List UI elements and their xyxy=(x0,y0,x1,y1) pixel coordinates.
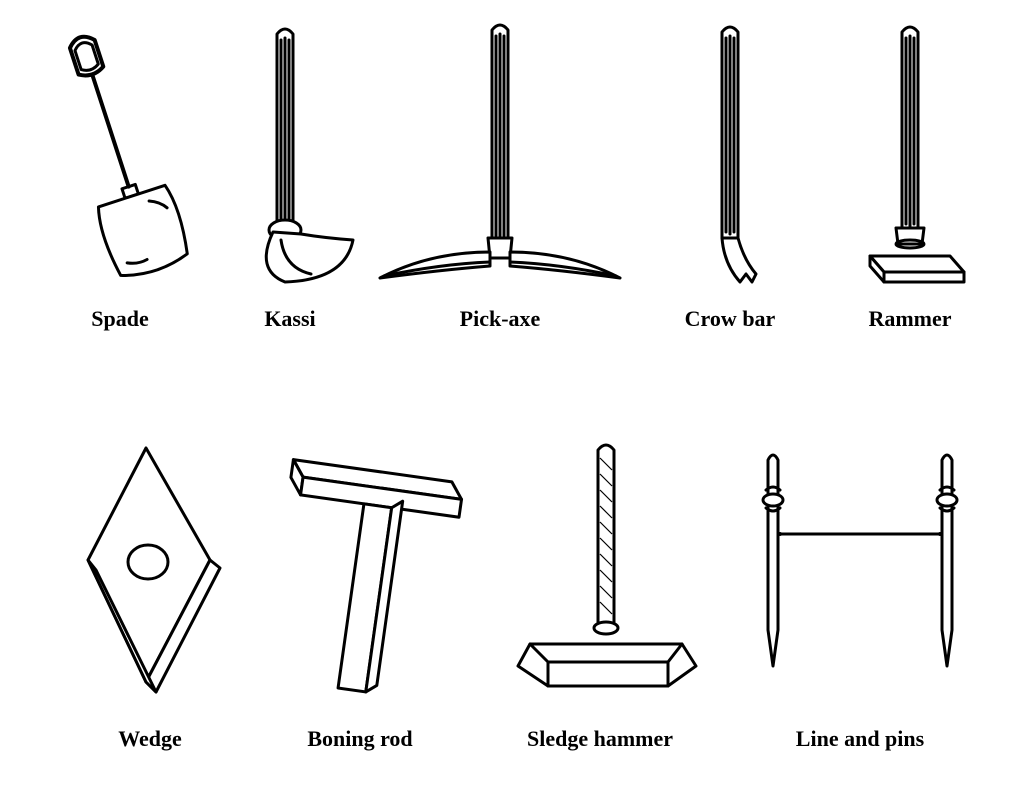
spade-icon xyxy=(35,20,205,300)
crowbar-label: Crow bar xyxy=(660,306,800,332)
pickaxe-icon xyxy=(370,20,630,300)
tool-boning-rod: Boning rod xyxy=(250,430,470,752)
kassi-icon xyxy=(215,20,365,300)
tool-wedge: Wedge xyxy=(60,430,240,752)
sledge-hammer-label: Sledge hammer xyxy=(490,726,710,752)
tool-line-and-pins: Line and pins xyxy=(720,430,1000,752)
spade-label: Spade xyxy=(35,306,205,332)
tool-spade: Spade xyxy=(35,20,205,332)
wedge-icon xyxy=(60,430,240,720)
tool-kassi: Kassi xyxy=(215,20,365,332)
line-and-pins-icon xyxy=(720,430,1000,720)
tool-crowbar: Crow bar xyxy=(660,20,800,332)
sledge-hammer-icon xyxy=(490,430,710,720)
rammer-label: Rammer xyxy=(830,306,990,332)
tool-pickaxe: Pick-axe xyxy=(370,20,630,332)
tools-diagram: Spade Kassi xyxy=(0,0,1024,804)
tool-sledge-hammer: Sledge hammer xyxy=(490,430,710,752)
line-and-pins-label: Line and pins xyxy=(720,726,1000,752)
crowbar-icon xyxy=(660,20,800,300)
boning-rod-label: Boning rod xyxy=(250,726,470,752)
wedge-label: Wedge xyxy=(60,726,240,752)
tool-rammer: Rammer xyxy=(830,20,990,332)
pickaxe-label: Pick-axe xyxy=(370,306,630,332)
kassi-label: Kassi xyxy=(215,306,365,332)
rammer-icon xyxy=(830,20,990,300)
boning-rod-icon xyxy=(250,430,470,720)
